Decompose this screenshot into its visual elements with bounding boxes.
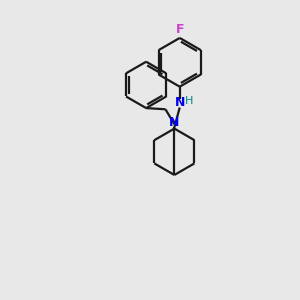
Text: N: N (169, 116, 180, 129)
Text: N: N (175, 96, 185, 109)
Text: H: H (185, 96, 194, 106)
Text: F: F (176, 23, 184, 36)
